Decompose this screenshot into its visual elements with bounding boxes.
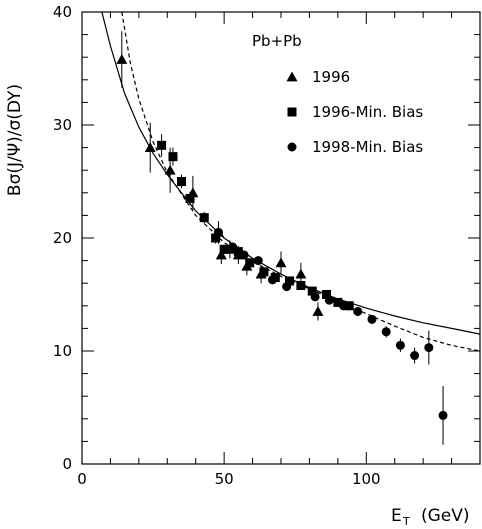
data-point-circle bbox=[424, 343, 434, 353]
data-point-square bbox=[199, 213, 209, 223]
legend-label-1996: 1996 bbox=[312, 68, 350, 86]
data-point-square bbox=[321, 290, 331, 299]
y-axis-title: Bσ(J/Ψ)/σ(DY) bbox=[5, 84, 25, 196]
x-axis-title-unit: (GeV) bbox=[421, 506, 470, 526]
data-point-triangle bbox=[144, 142, 156, 152]
legend-square-symbol bbox=[287, 107, 297, 117]
data-point-circle bbox=[213, 227, 223, 237]
data-point-circle bbox=[438, 410, 448, 420]
legend-triangle-symbol bbox=[286, 71, 298, 82]
legend-label-1998-min-bias: 1998-Min. Bias bbox=[312, 138, 423, 156]
annotation-label: Pb+Pb bbox=[252, 32, 302, 50]
y-tick-label: 40 bbox=[53, 3, 72, 21]
data-point-square bbox=[344, 301, 354, 311]
data-point-circle bbox=[367, 314, 377, 324]
data-point-square bbox=[168, 152, 178, 162]
legend-marker-1996-min-bias bbox=[287, 107, 297, 117]
data-point-circle bbox=[353, 306, 363, 316]
x-tick-label: 50 bbox=[215, 470, 234, 488]
data-point-circle bbox=[395, 340, 405, 350]
model-curve-solid bbox=[101, 12, 480, 335]
model-curves bbox=[101, 12, 480, 352]
data-point-square bbox=[177, 177, 186, 186]
data-point-triangle bbox=[275, 257, 287, 268]
plot-border bbox=[81, 11, 481, 465]
y-tick-label: 0 bbox=[62, 455, 72, 473]
data-point-square bbox=[219, 244, 229, 254]
data-point-square bbox=[259, 267, 269, 277]
data-point-circle bbox=[310, 292, 320, 302]
data-point-triangle bbox=[312, 305, 324, 316]
x-tick-label: 100 bbox=[352, 470, 381, 488]
legend-marker-1996 bbox=[286, 71, 298, 82]
data-point-triangle bbox=[295, 268, 307, 279]
data-point-square bbox=[157, 140, 167, 150]
y-tick-label: 10 bbox=[53, 342, 72, 360]
legend-marker-1998-min-bias bbox=[287, 142, 297, 152]
x-axis-title-main: E bbox=[391, 506, 402, 526]
data-points bbox=[116, 31, 448, 445]
data-point-triangle bbox=[116, 53, 128, 64]
data-point-square bbox=[307, 286, 317, 296]
x-axis-title: E T (GeV) bbox=[391, 506, 470, 528]
x-tick-label: 0 bbox=[77, 470, 87, 488]
data-point-square bbox=[285, 276, 295, 286]
x-axis-title-subscript: T bbox=[402, 515, 410, 528]
data-point-circle bbox=[267, 275, 277, 285]
data-point-triangle bbox=[164, 164, 176, 175]
legend: 1996 1996-Min. Bias 1998-Min. Bias bbox=[286, 68, 423, 156]
y-tick-label: 20 bbox=[53, 229, 72, 247]
data-point-square bbox=[185, 193, 195, 203]
data-point-square bbox=[211, 233, 221, 243]
data-point-circle bbox=[228, 242, 238, 252]
plot-frame bbox=[81, 11, 481, 465]
data-point-circle bbox=[324, 295, 334, 305]
data-point-square bbox=[233, 247, 243, 257]
data-point-circle bbox=[339, 301, 349, 311]
data-point-triangle bbox=[215, 249, 227, 260]
axis-ticks: 0 50 100 0 10 20 30 40 bbox=[53, 3, 481, 488]
model-curve-dashed bbox=[121, 12, 480, 352]
data-point-circle bbox=[239, 250, 249, 260]
data-point-square bbox=[333, 297, 343, 307]
data-point-circle bbox=[296, 280, 306, 290]
data-point-circle bbox=[282, 282, 292, 292]
y-tick-label: 30 bbox=[53, 116, 72, 134]
data-point-square bbox=[245, 258, 255, 268]
data-point-circle bbox=[253, 256, 263, 266]
data-point-circle bbox=[410, 351, 420, 361]
legend-circle-symbol bbox=[287, 142, 297, 152]
data-point-circle bbox=[381, 327, 391, 337]
legend-label-1996-min-bias: 1996-Min. Bias bbox=[312, 103, 423, 121]
